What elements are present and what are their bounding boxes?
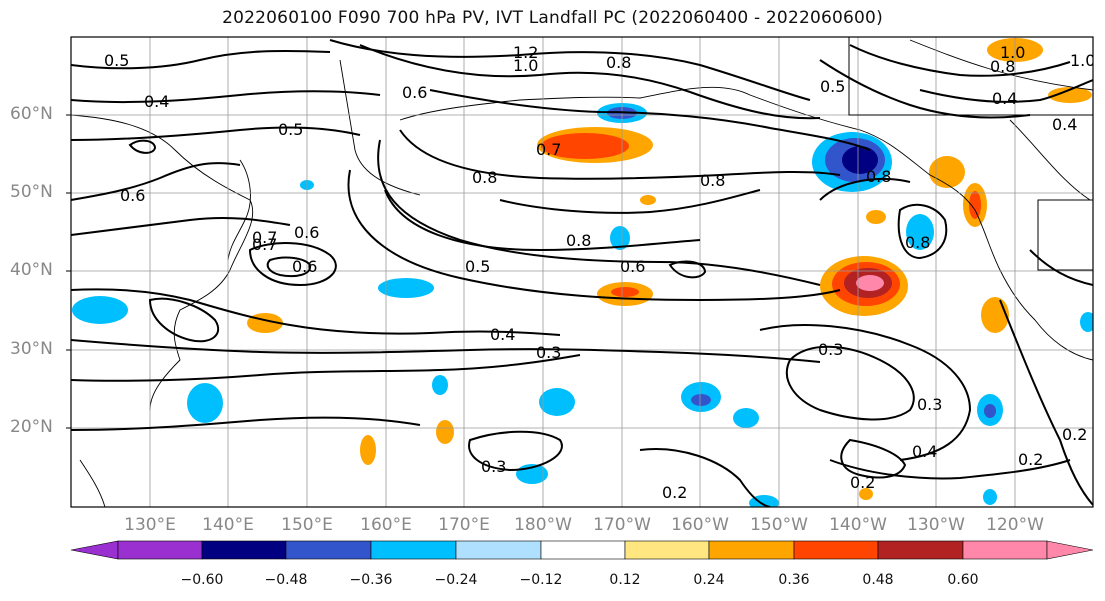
coastlines bbox=[71, 39, 1093, 507]
contour-label: 0.8 bbox=[700, 171, 725, 190]
contour-label: 0.8 bbox=[472, 168, 497, 187]
contour-label: 0.5 bbox=[820, 77, 845, 96]
contour-label: 0.4 bbox=[992, 89, 1017, 108]
colorbar-tick: −0.12 bbox=[519, 572, 563, 588]
map-frame bbox=[70, 36, 1094, 508]
contour-label: 0.4 bbox=[1052, 115, 1077, 134]
lon-label: 160°E bbox=[360, 515, 412, 535]
contour-label: 0.4 bbox=[912, 442, 937, 461]
lon-label: 170°E bbox=[438, 515, 490, 535]
contour-label: 0.6 bbox=[402, 83, 427, 102]
lat-label: 20°N bbox=[10, 417, 53, 437]
contour-label: 0.8 bbox=[990, 57, 1015, 76]
contour-label: 0.2 bbox=[1018, 450, 1043, 469]
lon-label: 140°W bbox=[829, 515, 887, 535]
colorbar-segment bbox=[370, 540, 457, 560]
lon-label: 140°E bbox=[202, 515, 254, 535]
contour-label: 0.8 bbox=[905, 233, 930, 252]
colorbar-segment bbox=[877, 540, 964, 560]
lat-label: 40°N bbox=[10, 260, 53, 280]
colorbar-tick: 0.36 bbox=[778, 572, 810, 588]
colorbar-tick: −0.24 bbox=[434, 572, 478, 588]
colorbar-tick: 0.24 bbox=[693, 572, 725, 588]
lon-label: 130°E bbox=[124, 515, 176, 535]
contour-label: 0.5 bbox=[104, 51, 129, 70]
contour-label: 0.3 bbox=[917, 395, 942, 414]
contour-label: 0.8 bbox=[606, 53, 631, 72]
colorbar bbox=[70, 540, 1094, 560]
lon-label: 150°W bbox=[750, 515, 808, 535]
lon-label: 160°W bbox=[671, 515, 729, 535]
contour-label: 0.6 bbox=[294, 223, 319, 242]
colorbar-segment bbox=[285, 540, 372, 560]
lon-label: 150°E bbox=[281, 515, 333, 535]
lat-label: 30°N bbox=[10, 339, 53, 359]
colorbar-segment bbox=[708, 540, 795, 560]
contour-labels: 0.5 1.2 1.0 0.8 1.0 0.8 1.0 0.4 0.6 0.5 … bbox=[104, 43, 1095, 502]
contour-label: 0.5 bbox=[278, 120, 303, 139]
lat-label: 50°N bbox=[10, 182, 53, 202]
contour-label: 0.6 bbox=[292, 257, 317, 276]
contour-label: 0.3 bbox=[481, 457, 506, 476]
colorbar-segment bbox=[455, 540, 542, 560]
contour-label: 0.8 bbox=[566, 231, 591, 250]
lon-label: 170°W bbox=[593, 515, 651, 535]
colorbar-tick: −0.48 bbox=[264, 572, 308, 588]
colorbar-segment bbox=[624, 540, 710, 560]
colorbar-segment bbox=[793, 540, 879, 560]
contour-label: 0.8 bbox=[866, 167, 891, 186]
colorbar-tick: 0.60 bbox=[947, 572, 979, 588]
contour-label: 1.2 bbox=[513, 43, 538, 62]
contour-label: 0.3 bbox=[536, 343, 561, 362]
contour-label: 0.3 bbox=[818, 340, 843, 359]
colorbar-segment bbox=[962, 540, 1048, 560]
colorbar-tick: −0.60 bbox=[180, 572, 224, 588]
contour-label: 0.4 bbox=[490, 325, 515, 344]
colorbar-tick: −0.36 bbox=[349, 572, 393, 588]
contour-label: 0.2 bbox=[662, 483, 687, 502]
colorbar-segment bbox=[201, 540, 287, 560]
contour-label: 0.6 bbox=[620, 257, 645, 276]
contour-label: 0.2 bbox=[850, 473, 875, 492]
colorbar-tick: 0.48 bbox=[862, 572, 894, 588]
contour-label: 0.6 bbox=[120, 186, 145, 205]
lon-label: 120°W bbox=[986, 515, 1044, 535]
contour-label: 1.0 bbox=[513, 56, 538, 75]
contour-label: 0.5 bbox=[465, 257, 490, 276]
lon-label: 130°W bbox=[907, 515, 965, 535]
pv-contours bbox=[71, 39, 1093, 507]
region-boxes bbox=[848, 37, 1093, 271]
lat-label: 60°N bbox=[10, 104, 53, 124]
contour-label: 0.7 bbox=[536, 140, 561, 159]
colorbar-extend-high bbox=[1046, 540, 1094, 560]
contour-label: 0.4 bbox=[144, 92, 169, 111]
axis-ticks bbox=[66, 114, 71, 429]
contour-label: 1.0 bbox=[1070, 51, 1095, 70]
contour-label: 0.2 bbox=[1062, 425, 1087, 444]
map-title: 2022060100 F090 700 hPa PV, IVT Landfall… bbox=[222, 8, 883, 28]
contour-label: 0.7 bbox=[252, 235, 277, 254]
contour-label: 1.0 bbox=[1000, 43, 1025, 62]
colorbar-segment bbox=[117, 540, 203, 560]
lon-label: 180°W bbox=[514, 515, 572, 535]
contour-label: 0.7 bbox=[252, 228, 277, 247]
colorbar-tick: 0.12 bbox=[609, 572, 641, 588]
colorbar-extend-low bbox=[70, 540, 119, 560]
colorbar-segment bbox=[540, 540, 626, 560]
map-panel: 0.5 1.2 1.0 0.8 1.0 0.8 1.0 0.4 0.6 0.5 … bbox=[71, 37, 1095, 507]
